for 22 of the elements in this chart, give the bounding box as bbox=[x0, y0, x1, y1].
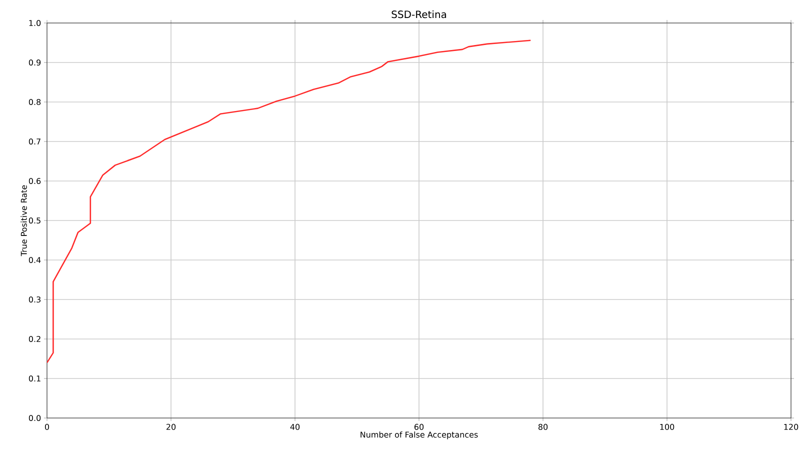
x-tick-label: 40 bbox=[290, 424, 300, 430]
y-tick-label: 0.7 bbox=[28, 138, 40, 145]
y-tick-label: 0.5 bbox=[28, 217, 40, 224]
y-tick-label: 0.3 bbox=[28, 296, 40, 303]
y-tick-label: 0.9 bbox=[28, 59, 41, 66]
y-tick-label: 0.6 bbox=[28, 178, 41, 184]
y-tick-label: 0.0 bbox=[28, 414, 41, 422]
y-axis-title: True Positive Rate bbox=[20, 185, 27, 256]
x-tick-label: 0 bbox=[44, 424, 50, 430]
x-tick-label: 60 bbox=[414, 424, 424, 430]
x-tick-label: 20 bbox=[166, 424, 176, 430]
x-axis-title: Number of False Acceptances bbox=[360, 431, 478, 440]
y-tick-label: 0.1 bbox=[28, 375, 40, 382]
y-tick-label: 0.4 bbox=[28, 256, 41, 264]
y-tick-label: 1.0 bbox=[29, 20, 41, 26]
x-tick-label: 120 bbox=[784, 424, 798, 430]
chart-title: SSD-Retina bbox=[392, 10, 446, 18]
x-tick-label: 100 bbox=[660, 424, 674, 430]
y-tick-label: 0.8 bbox=[28, 98, 41, 106]
line-series bbox=[47, 40, 532, 364]
x-tick-label: 80 bbox=[538, 424, 548, 430]
y-tick-label: 0.2 bbox=[28, 336, 40, 342]
